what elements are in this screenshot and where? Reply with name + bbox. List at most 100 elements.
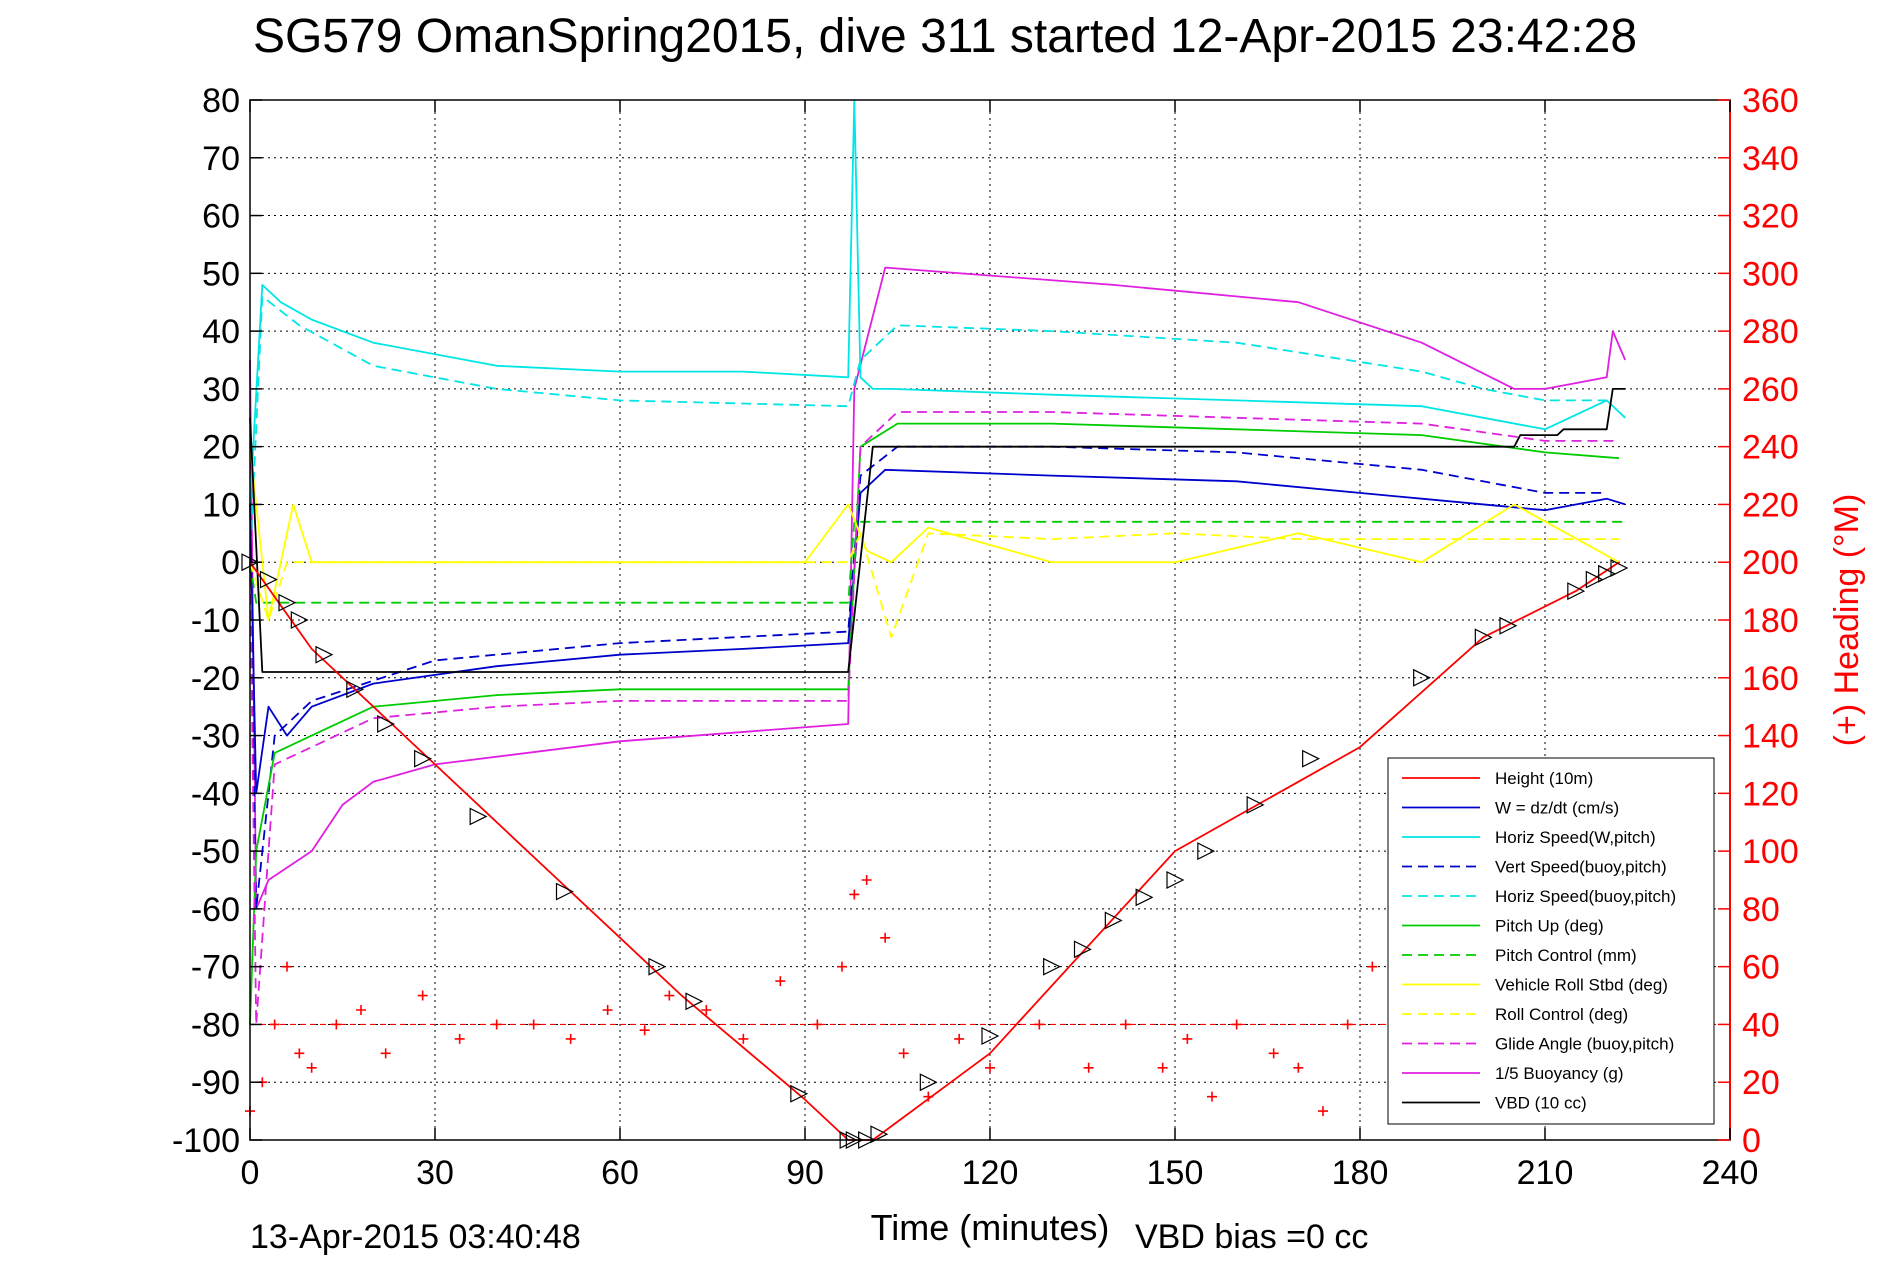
depth-marker xyxy=(790,1084,809,1103)
heading-point xyxy=(491,1019,502,1030)
heading-point xyxy=(701,1005,712,1015)
left-tick-label: -50 xyxy=(191,833,240,871)
heading-point xyxy=(985,1062,995,1073)
legend-label: Vert Speed(buoy,pitch) xyxy=(1495,858,1667,877)
depth-marker xyxy=(1585,570,1604,589)
series-line-vbd-10-cc xyxy=(249,387,1626,673)
series-line-1-5-buoyancy-g xyxy=(249,266,1627,910)
right-tick-label: 260 xyxy=(1742,371,1799,409)
left-tick-label: -40 xyxy=(191,775,240,813)
legend-label: Pitch Control (mm) xyxy=(1495,946,1637,965)
heading-point xyxy=(1157,1062,1168,1073)
legend-label: Glide Angle (buoy,pitch) xyxy=(1495,1035,1674,1054)
depth-marker xyxy=(555,882,574,901)
x-tick-label: 180 xyxy=(1332,1154,1389,1192)
depth-marker xyxy=(1197,842,1216,861)
depth-marker xyxy=(278,593,297,612)
heading-point xyxy=(837,961,847,972)
heading-point xyxy=(1268,1048,1279,1059)
right-tick-label: 340 xyxy=(1742,140,1799,178)
heading-point xyxy=(565,1033,576,1044)
heading-point xyxy=(1083,1062,1094,1073)
legend-label: Horiz Speed(buoy,pitch) xyxy=(1495,887,1676,906)
depth-marker xyxy=(315,645,334,664)
right-tick-label: 40 xyxy=(1742,1006,1780,1044)
footer-timestamp: 13-Apr-2015 03:40:48 xyxy=(250,1218,581,1256)
legend-label: Vehicle Roll Stbd (deg) xyxy=(1495,976,1668,995)
heading-point xyxy=(898,1048,909,1059)
heading-point xyxy=(1231,1019,1242,1030)
heading-point xyxy=(294,1048,305,1059)
depth-marker-layer xyxy=(241,553,1629,1149)
left-tick-label: 70 xyxy=(202,140,240,178)
depth-marker xyxy=(469,807,488,826)
heading-point xyxy=(282,961,292,972)
left-tick-label: 0 xyxy=(221,544,240,582)
x-tick-label: 90 xyxy=(786,1154,824,1192)
right-tick-label: 60 xyxy=(1742,949,1780,987)
left-tick-label: 50 xyxy=(202,255,240,293)
series-line-horiz-speed-buoy-pitch xyxy=(249,295,1607,563)
depth-marker xyxy=(346,680,365,699)
depth-marker xyxy=(1302,749,1321,768)
depth-marker xyxy=(1246,795,1265,814)
left-tick-label: 40 xyxy=(202,313,240,351)
depth-marker xyxy=(1474,628,1493,647)
legend-label: W = dz/dt (cm/s) xyxy=(1495,799,1619,818)
x-tick-label: 240 xyxy=(1702,1154,1759,1192)
right-tick-label: 360 xyxy=(1742,82,1799,120)
heading-point xyxy=(738,1033,749,1044)
left-tick-label: -30 xyxy=(191,718,240,756)
depth-marker xyxy=(1104,911,1123,930)
x-tick-label: 0 xyxy=(241,1154,260,1192)
depth-marker xyxy=(290,611,309,629)
x-axis-label: Time (minutes) xyxy=(871,1207,1110,1248)
depth-marker xyxy=(870,1125,889,1144)
series-line-horiz-speed-w-pitch xyxy=(249,99,1626,505)
left-tick-label: -60 xyxy=(191,891,240,929)
heading-point xyxy=(1367,961,1378,972)
depth-marker xyxy=(259,570,278,589)
heading-point xyxy=(1293,1062,1304,1073)
depth-marker xyxy=(919,1073,938,1092)
depth-marker xyxy=(1598,564,1617,583)
legend-label: 1/5 Buoyancy (g) xyxy=(1495,1064,1624,1083)
series-line-vehicle-roll-stbd-deg xyxy=(249,446,1620,621)
left-tick-label: -20 xyxy=(191,660,240,698)
right-tick-label: 120 xyxy=(1742,775,1799,813)
series-line-glide-angle-buoy-pitch xyxy=(249,411,1619,1026)
heading-point xyxy=(880,932,891,943)
depth-marker xyxy=(1073,940,1092,959)
right-tick-label: 200 xyxy=(1742,544,1799,582)
footer-vbd-bias: VBD bias =0 cc xyxy=(1135,1218,1368,1256)
right-axis-ticks: 3603403203002802602402202001801601401201… xyxy=(1718,82,1799,1160)
heading-point xyxy=(306,1062,317,1073)
legend-label: Pitch Up (deg) xyxy=(1495,917,1604,936)
depth-marker xyxy=(685,992,704,1011)
series-line-roll-control-deg xyxy=(249,532,1619,639)
left-tick-label: -90 xyxy=(191,1064,240,1102)
depth-marker xyxy=(1043,957,1062,976)
left-tick-label: 80 xyxy=(202,82,240,120)
heading-point xyxy=(923,1091,934,1102)
left-tick-label: 20 xyxy=(202,429,240,467)
depth-marker xyxy=(1135,888,1154,907)
heading-point xyxy=(861,875,872,885)
legend-box xyxy=(1387,757,1715,1125)
heading-point xyxy=(1120,1019,1131,1030)
depth-marker xyxy=(1166,871,1185,889)
legend-label: Horiz Speed(W,pitch) xyxy=(1495,828,1656,847)
heading-point xyxy=(528,1019,539,1030)
heading-point xyxy=(454,1033,465,1044)
right-tick-label: 300 xyxy=(1742,255,1799,293)
left-tick-label: -100 xyxy=(172,1122,240,1160)
right-tick-label: 80 xyxy=(1742,891,1780,929)
heading-point xyxy=(1034,1019,1045,1030)
heading-point xyxy=(331,1019,342,1030)
heading-point xyxy=(812,1019,823,1030)
right-tick-label: 280 xyxy=(1742,313,1799,351)
heading-point xyxy=(602,1005,613,1015)
depth-marker xyxy=(377,715,396,733)
right-tick-label: 220 xyxy=(1742,486,1799,524)
